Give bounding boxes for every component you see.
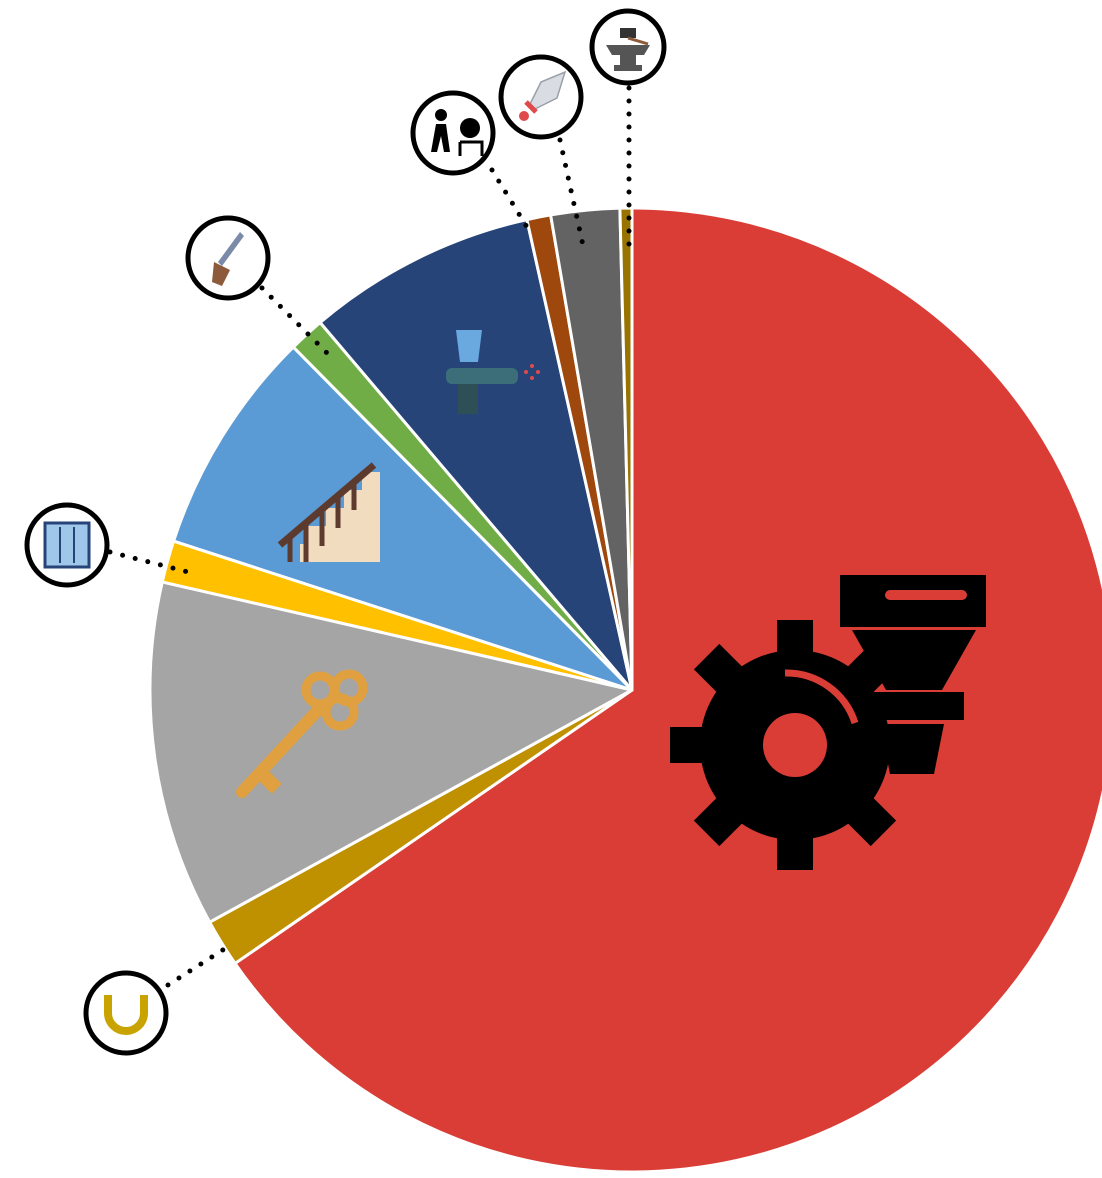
page: {"chart_data": {"type": "pie", "values":… <box>0 0 1102 1178</box>
horseshoe-icon <box>86 973 166 1053</box>
revolver-icon <box>188 218 268 298</box>
leader-line <box>168 948 226 985</box>
pie <box>150 208 1102 1172</box>
elevator-icon <box>27 505 107 585</box>
anvil-icon <box>592 11 664 83</box>
sword-icon <box>501 57 581 137</box>
worker-icon <box>413 93 493 173</box>
chart <box>0 0 1102 1178</box>
